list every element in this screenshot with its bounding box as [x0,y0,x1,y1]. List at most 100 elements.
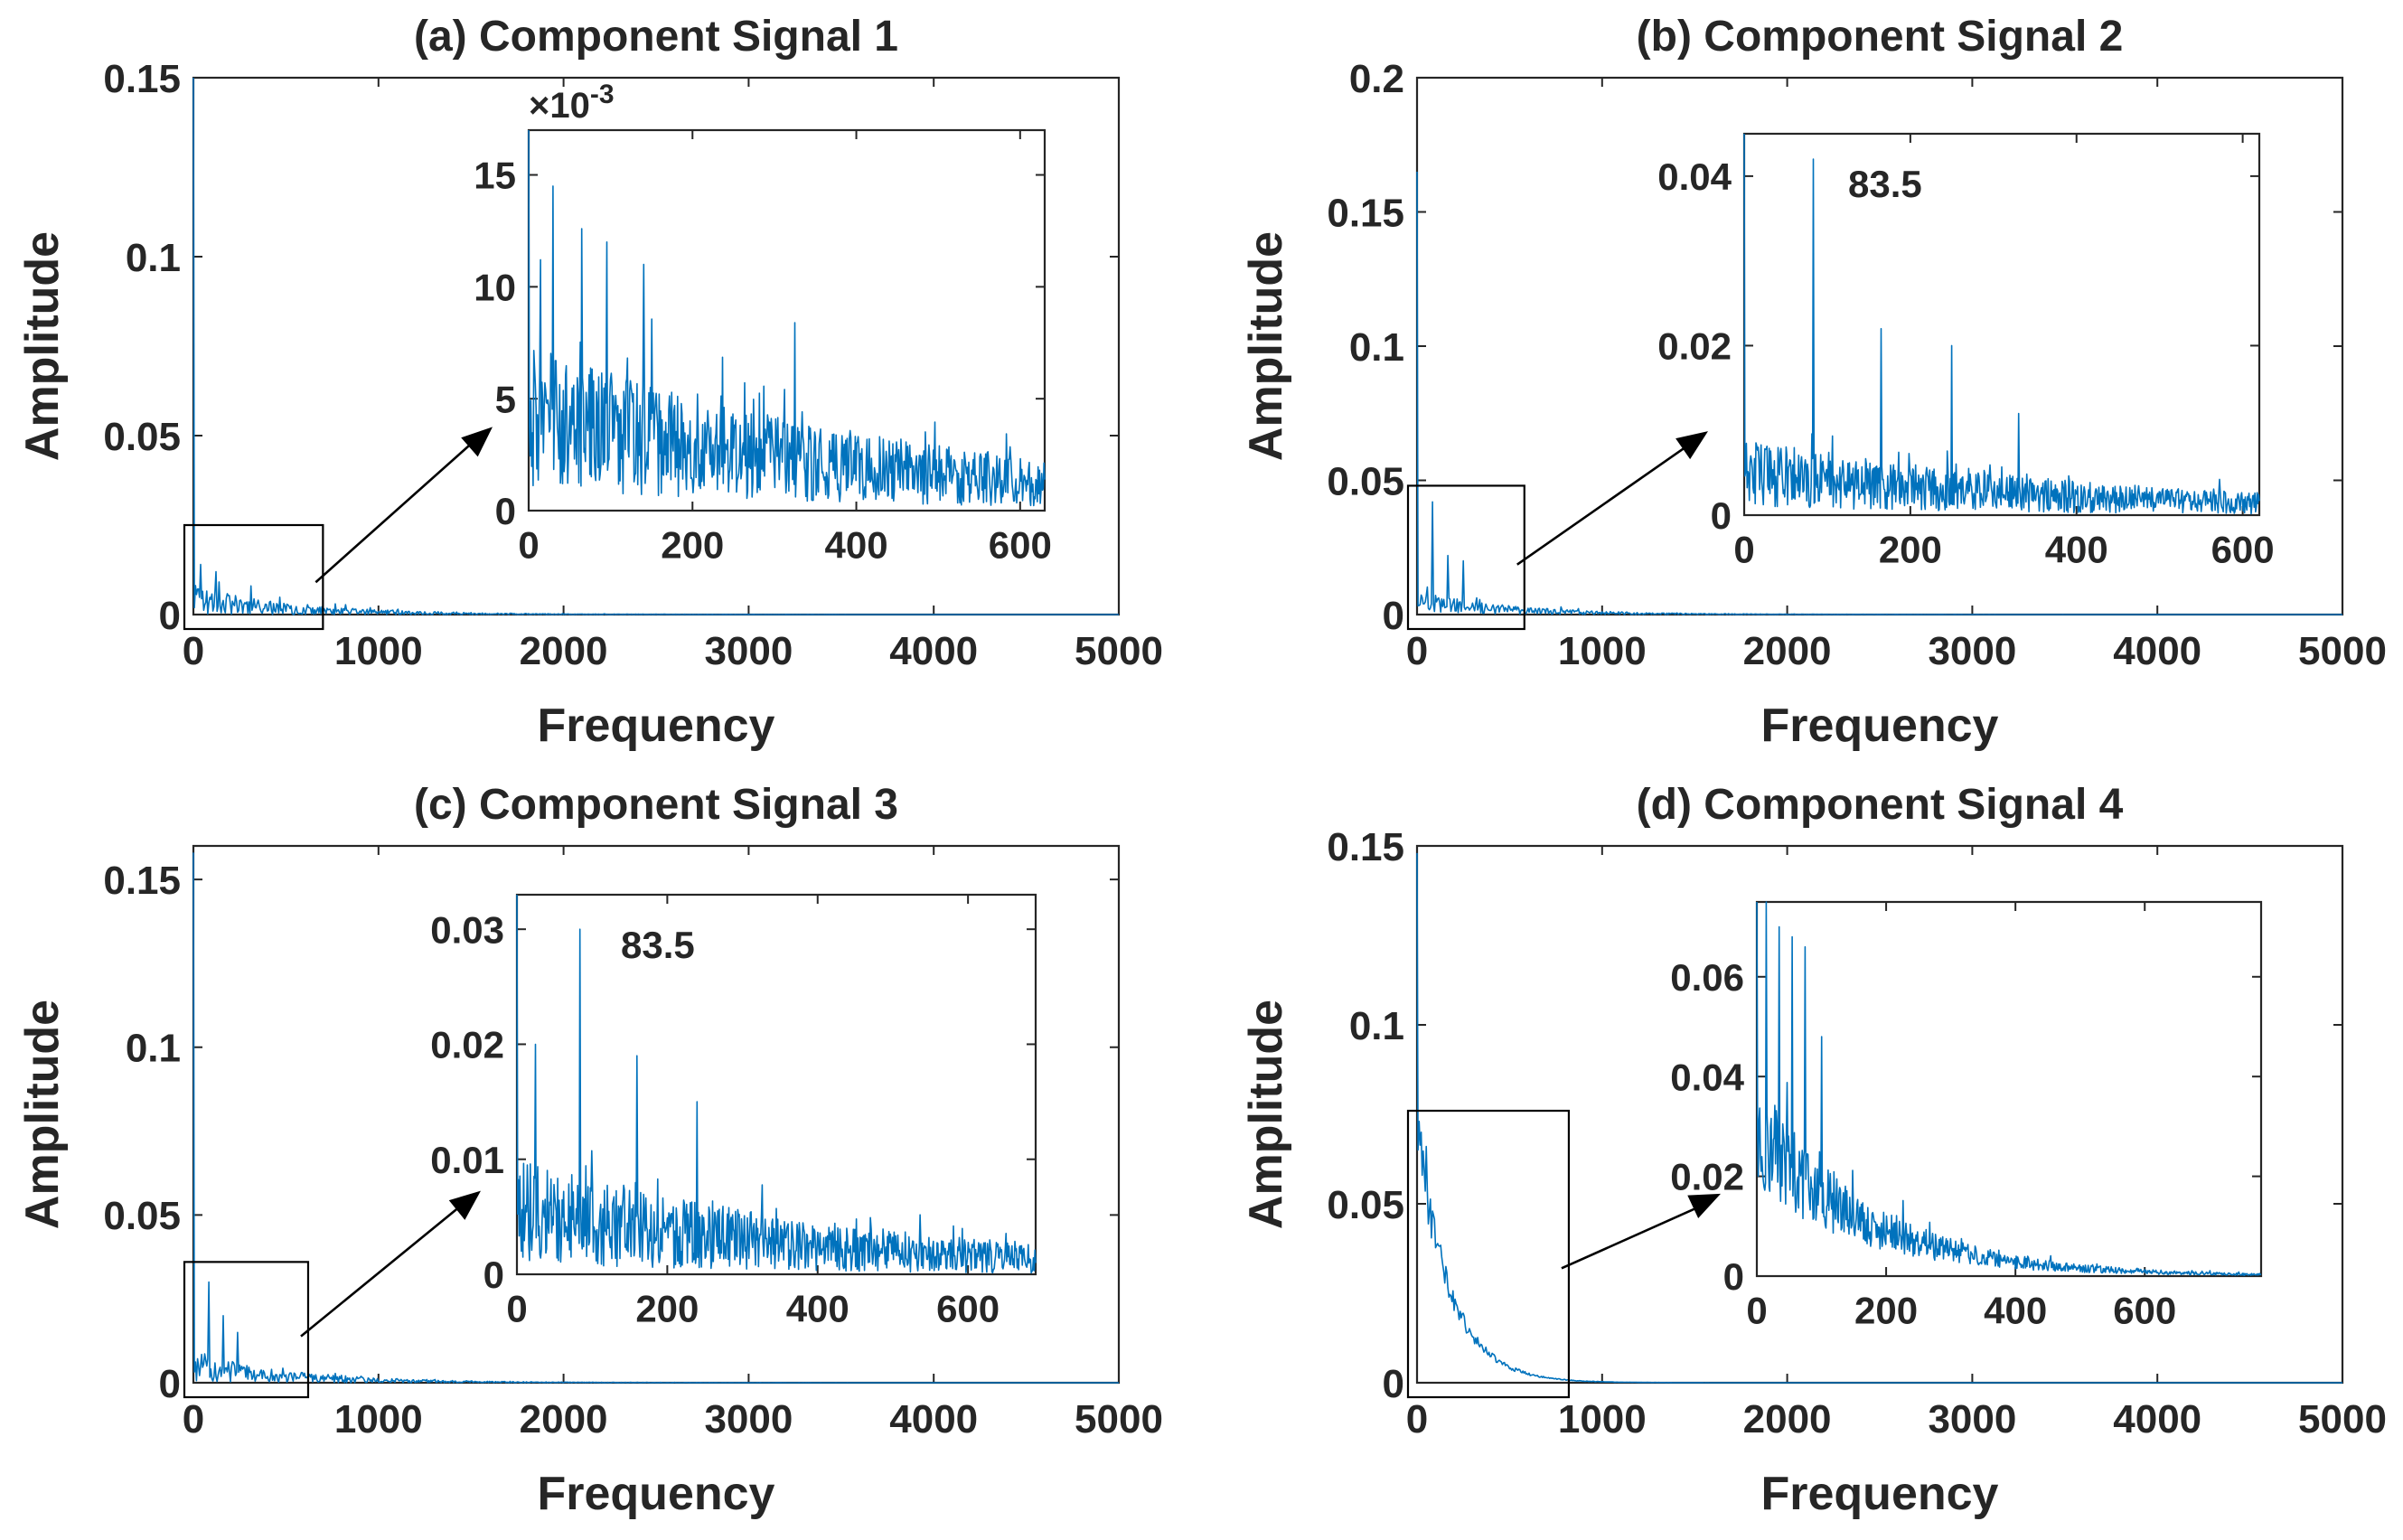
inset-background [411,121,1054,583]
inset-axis-ytick-label: 0 [1711,494,1732,537]
inset-axis-ytick-label: 0.02 [1657,325,1732,368]
inset-axis-ytick-label: 0 [483,1254,504,1296]
inset-series-line [1756,901,2262,1276]
chart-title: (d) Component Signal 4 [1637,781,2124,829]
x-axis-label: Frequency [538,1468,775,1520]
inset-axis-ytick-label: 0.01 [430,1139,504,1181]
inset-axis-ytick-label: 0 [1723,1255,1744,1298]
inset-exponent-label: ×10-3 [529,80,615,126]
panel-a: (a) Component Signal 1 Frequency Amplitude… [16,13,1163,752]
zoom-arrow-head [1687,1193,1721,1219]
zoom-arrow-head [461,427,493,457]
chart-title: (b) Component Signal 2 [1637,13,2124,61]
main-axis-xtick-label: 4000 [2113,1397,2201,1441]
main-axis-ytick-label: 0.2 [1349,57,1404,101]
inset-axis-ytick-label: 0.06 [1670,956,1744,999]
inset-axis-xtick-label: 200 [1854,1290,1918,1332]
main-axis-ytick-label: 0.1 [1349,1004,1404,1048]
inset-axis-ytick-label: 15 [474,155,516,197]
main-axis-ytick-label: 0.15 [1327,825,1404,869]
inset-axis-xtick-label: 600 [989,524,1052,567]
x-axis-label: Frequency [1761,700,1999,752]
main-axis-ytick-label: 0.15 [1327,191,1404,235]
chart-title: (a) Component Signal 1 [414,13,898,61]
main-axis-ytick-label: 0 [159,594,181,638]
main-axis-xtick-label: 4000 [889,629,978,673]
zoom-arrow-head [1676,431,1708,460]
y-axis-label: Amplitude [16,231,69,461]
main-axis-ytick-label: 0.05 [103,1194,181,1238]
main-axis-xtick-label: 0 [183,1397,204,1441]
main-axis-xtick-label: 1000 [334,629,423,673]
inset-background [399,886,1045,1347]
main-axis-ytick-label: 0.1 [1349,325,1404,370]
main-axis-xtick-label: 0 [183,629,204,673]
inset-axis-xtick-label: 600 [936,1288,1000,1330]
inset-axis-xtick-label: 200 [661,524,724,567]
main-axis-ytick-label: 0.1 [126,236,181,280]
inset-axis-ytick-label: 5 [495,378,516,420]
main-series-line [192,852,1119,1384]
peak-annotation: 83.5 [621,924,695,966]
x-axis-label: Frequency [538,700,775,752]
inset-axis-xtick-label: 600 [2211,529,2275,571]
main-series-line [1416,171,2342,615]
main-axis-xtick-label: 1000 [1558,1397,1647,1441]
inset-axis-xtick-label: 0 [506,1288,527,1330]
main-axis-xtick-label: 3000 [704,1397,793,1441]
inset-axis-xtick-label: 400 [825,524,888,567]
main-axis-ytick-label: 0.05 [1327,1183,1404,1227]
main-axis-xtick-label: 1000 [1558,629,1647,673]
main-axis-xtick-label: 4000 [889,1397,978,1441]
zoom-arrow-line [314,435,481,584]
main-axis-xtick-label: 5000 [1075,1397,1163,1441]
main-axis-ytick-label: 0.15 [103,57,181,101]
main-axis-xtick-label: 2000 [520,629,608,673]
y-axis-label: Amplitude [16,1000,69,1229]
inset-axis-ytick-label: 0.04 [1657,155,1732,198]
main-axis-ytick-label: 0 [1383,1362,1404,1406]
inset-series-line [528,129,1046,507]
main-series-line [192,77,1119,615]
y-axis-label: Amplitude [1240,1000,1292,1229]
zoom-region-box [1406,484,1525,631]
main-axis-xtick-label: 4000 [2113,629,2201,673]
main-axis-xtick-label: 5000 [2298,629,2387,673]
zoom-arrow-line [300,1198,469,1338]
inset-series-line [516,894,1037,1274]
inset-axis-xtick-label: 400 [1984,1290,2047,1332]
zoom-arrow-line [1516,439,1696,566]
main-axis-ytick-label: 0 [159,1362,181,1406]
panel-d: (d) Component Signal 4 Frequency Amplitude… [1240,781,2387,1520]
inset-axis-ytick-label: 0.04 [1670,1056,1744,1098]
inset-axis-xtick-label: 200 [635,1288,699,1330]
main-axis-xtick-label: 3000 [1928,629,2016,673]
inset-series-line [1743,133,2260,515]
y-axis-label: Amplitude [1240,231,1292,461]
main-axis-xtick-label: 5000 [2298,1397,2387,1441]
zoom-arrow-head [448,1190,481,1220]
inset-axis-xtick-label: 0 [518,524,539,567]
main-axis-xtick-label: 2000 [1743,1397,1832,1441]
inset-axis-xtick-label: 400 [2045,529,2108,571]
zoom-arrow-line [1561,1201,1709,1270]
main-axis-ytick-label: 0 [1383,594,1404,638]
inset-axis-xtick-label: 600 [2113,1290,2176,1332]
main-axis-xtick-label: 5000 [1075,629,1163,673]
inset-axis-ytick-label: 0.03 [430,908,504,951]
main-series-line [1416,852,2342,1384]
zoom-region-box [1406,1109,1571,1399]
main-axis-ytick-label: 0.1 [126,1027,181,1071]
panel-c: (c) Component Signal 3 Frequency Amplitude… [16,781,1163,1520]
main-axis-xtick-label: 3000 [704,629,793,673]
inset-axis-xtick-label: 0 [1746,1290,1767,1332]
inset-background [1627,125,2268,587]
main-axis-xtick-label: 2000 [520,1397,608,1441]
inset-axis-xtick-label: 200 [1879,529,1942,571]
main-axis-xtick-label: 1000 [334,1397,423,1441]
inset-axis-xtick-label: 0 [1733,529,1754,571]
inset-axis-ytick-label: 10 [474,266,516,308]
chart-title: (c) Component Signal 3 [414,781,898,829]
main-axis-xtick-label: 2000 [1743,629,1832,673]
